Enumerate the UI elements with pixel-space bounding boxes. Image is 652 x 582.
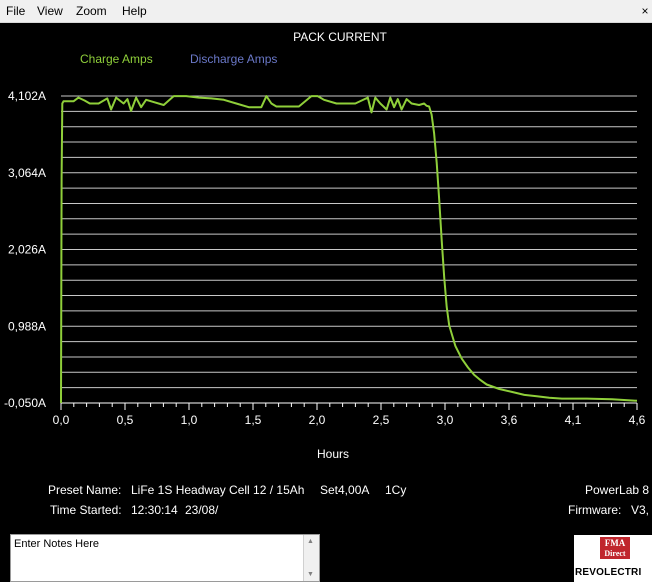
legend-discharge-amps: Discharge Amps [190, 52, 277, 66]
pack-current-chart: PACK CURRENT Charge Amps Discharge Amps … [4, 30, 646, 461]
menu-zoom[interactable]: Zoom [76, 4, 107, 18]
y-tick-label: 4,102A [8, 89, 46, 103]
notes-scrollbar[interactable]: ▲ ▼ [303, 535, 319, 581]
device-name: PowerLab 8 [585, 483, 650, 497]
chart-title: PACK CURRENT [293, 30, 387, 44]
y-tick-label: 3,064A [8, 166, 46, 180]
legend-charge-amps: Charge Amps [80, 52, 153, 66]
date-started-value: 23/08/ [185, 503, 219, 517]
fma-revolectrix-logo: FMA Direct REVOLECTRI [574, 535, 652, 582]
x-tick-label: 2,5 [373, 413, 390, 427]
x-tick-label: 4,6 [629, 413, 646, 427]
y-tick-label: 0,988A [8, 319, 46, 333]
menu-bar: File View Zoom Help × [0, 0, 652, 23]
chart-grid [61, 95, 637, 404]
scroll-down-icon[interactable]: ▼ [307, 571, 314, 578]
firmware-label: Firmware: [568, 503, 622, 517]
x-axis: 0,0 0,5 1,0 1,5 2,0 2,5 3,0 3,6 4,1 4,6 [53, 402, 646, 427]
menu-file[interactable]: File [6, 4, 26, 18]
notes-textarea[interactable]: Enter Notes Here ▲ ▼ [10, 534, 320, 582]
time-started-value: 12:30:14 [131, 503, 178, 517]
x-tick-label: 1,5 [245, 413, 262, 427]
scroll-up-icon[interactable]: ▲ [307, 538, 314, 545]
x-tick-label: 3,6 [501, 413, 518, 427]
fma-direct-badge: FMA Direct [600, 537, 630, 559]
set-current-value: Set4,00A [320, 483, 370, 497]
x-tick-label: 2,0 [309, 413, 326, 427]
menu-view[interactable]: View [37, 4, 63, 18]
preset-label: Preset Name: [48, 483, 122, 497]
x-tick-label: 3,0 [437, 413, 454, 427]
x-tick-label: 0,0 [53, 413, 70, 427]
x-axis-label: Hours [317, 447, 349, 461]
x-tick-label: 4,1 [565, 413, 582, 427]
firmware-value: V3, [631, 503, 650, 517]
time-started-label: Time Started: [50, 503, 122, 517]
close-icon[interactable]: × [641, 4, 649, 18]
y-axis-labels: 4,102A 3,064A 2,026A 0,988A -0,050A [4, 89, 46, 410]
revolectrix-wordmark: REVOLECTRI [575, 567, 642, 578]
y-tick-label: 2,026A [8, 243, 46, 257]
notes-placeholder: Enter Notes Here [14, 538, 99, 550]
chart-series [60, 95, 638, 404]
menu-help[interactable]: Help [122, 4, 147, 18]
x-tick-label: 0,5 [117, 413, 134, 427]
cycle-count-value: 1Cy [385, 483, 407, 497]
y-tick-label: -0,050A [4, 396, 46, 410]
series-line-charge-amps [60, 95, 638, 404]
preset-value: LiFe 1S Headway Cell 12 / 15Ah [131, 483, 305, 497]
x-tick-label: 1,0 [181, 413, 198, 427]
